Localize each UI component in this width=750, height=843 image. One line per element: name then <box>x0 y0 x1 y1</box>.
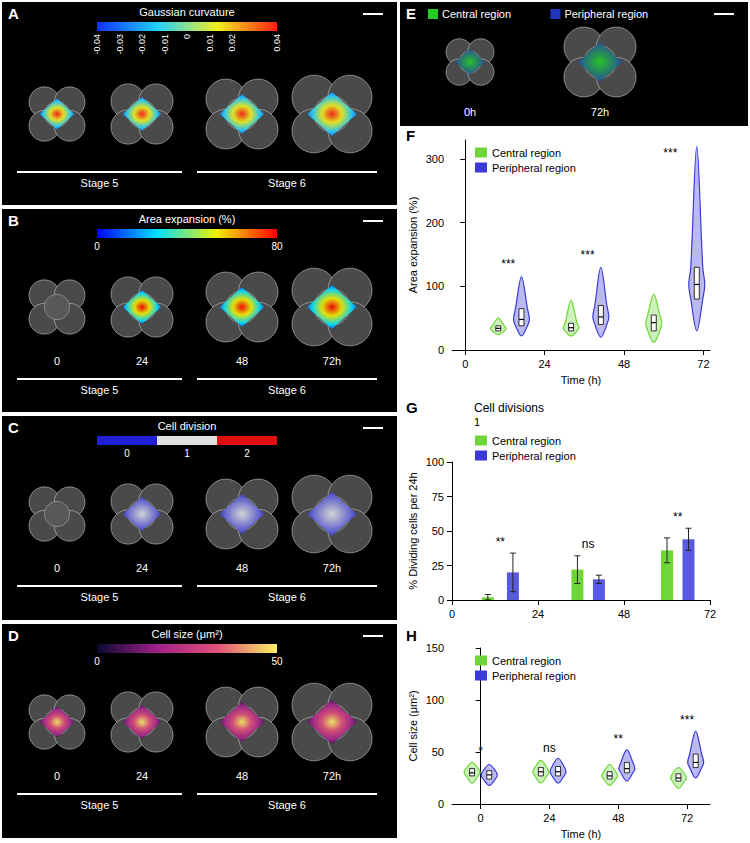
svg-text:-0.02: -0.02 <box>137 34 147 55</box>
svg-text:Stage 5: Stage 5 <box>81 591 119 603</box>
svg-text:24: 24 <box>136 770 148 782</box>
svg-text:**: ** <box>614 732 624 746</box>
svg-text:300: 300 <box>426 153 444 165</box>
svg-text:Cell size (μm²): Cell size (μm²) <box>151 628 222 640</box>
svg-text:Stage 6: Stage 6 <box>268 799 306 811</box>
svg-text:Cell size (μm²): Cell size (μm²) <box>407 690 419 761</box>
svg-text:F: F <box>406 127 415 144</box>
svg-text:24: 24 <box>136 355 148 367</box>
svg-text:***: *** <box>581 248 595 262</box>
svg-text:Cell divisions: Cell divisions <box>474 401 544 415</box>
svg-text:48: 48 <box>618 358 630 370</box>
svg-text:1: 1 <box>474 416 480 428</box>
svg-text:0: 0 <box>462 358 468 370</box>
svg-text:0: 0 <box>54 770 60 782</box>
svg-text:0: 0 <box>478 812 484 824</box>
svg-text:1: 1 <box>184 448 190 459</box>
svg-text:Gaussian curvature: Gaussian curvature <box>139 6 234 18</box>
svg-text:ns: ns <box>543 741 556 755</box>
svg-text:Area expansion (%): Area expansion (%) <box>407 197 419 294</box>
svg-text:**: ** <box>673 510 683 524</box>
svg-text:72: 72 <box>697 358 709 370</box>
svg-text:0: 0 <box>94 241 100 252</box>
svg-text:0: 0 <box>182 34 192 39</box>
svg-text:72: 72 <box>681 812 693 824</box>
svg-text:Peripheral region: Peripheral region <box>492 162 576 174</box>
svg-text:80: 80 <box>271 241 283 252</box>
svg-text:Stage 5: Stage 5 <box>81 384 119 396</box>
svg-text:50: 50 <box>432 525 444 537</box>
svg-text:50: 50 <box>271 656 283 667</box>
svg-text:24: 24 <box>532 608 544 620</box>
svg-text:C: C <box>8 419 19 436</box>
svg-text:0: 0 <box>438 594 444 606</box>
svg-text:A: A <box>8 5 19 22</box>
svg-text:25: 25 <box>432 560 444 572</box>
svg-text:-0.03: -0.03 <box>115 34 125 55</box>
svg-text:24: 24 <box>543 812 555 824</box>
svg-text:G: G <box>406 399 418 416</box>
svg-text:-0.04: -0.04 <box>92 34 102 55</box>
svg-text:Area expansion (%): Area expansion (%) <box>139 213 236 225</box>
svg-text:72h: 72h <box>323 562 341 574</box>
svg-text:Time (h): Time (h) <box>561 374 602 386</box>
svg-text:Peripheral region: Peripheral region <box>492 670 576 682</box>
svg-text:72h: 72h <box>591 106 609 118</box>
svg-text:0: 0 <box>54 562 60 574</box>
svg-text:75: 75 <box>432 491 444 503</box>
svg-text:% Dividing cells per 24h: % Dividing cells per 24h <box>407 472 419 589</box>
svg-text:48: 48 <box>236 770 248 782</box>
svg-text:***: *** <box>663 146 677 160</box>
svg-text:***: *** <box>680 713 694 727</box>
svg-text:Central region: Central region <box>492 147 561 159</box>
svg-text:Stage 5: Stage 5 <box>81 799 119 811</box>
svg-text:0: 0 <box>94 656 100 667</box>
svg-text:72h: 72h <box>323 355 341 367</box>
svg-text:E: E <box>406 5 416 22</box>
svg-text:0.01: 0.01 <box>205 34 215 52</box>
svg-text:0h: 0h <box>464 106 476 118</box>
svg-text:100: 100 <box>426 280 444 292</box>
svg-text:Peripheral region: Peripheral region <box>492 450 576 462</box>
svg-text:Stage 6: Stage 6 <box>268 177 306 189</box>
svg-text:48: 48 <box>618 608 630 620</box>
svg-text:50: 50 <box>432 746 444 758</box>
svg-text:200: 200 <box>426 217 444 229</box>
svg-text:0: 0 <box>449 608 455 620</box>
svg-text:Cell division: Cell division <box>158 420 217 432</box>
svg-text:Stage 6: Stage 6 <box>268 591 306 603</box>
svg-text:**: ** <box>496 535 506 549</box>
svg-text:72: 72 <box>704 608 716 620</box>
svg-text:0.02: 0.02 <box>227 34 237 52</box>
svg-text:Peripheral region: Peripheral region <box>564 8 648 20</box>
svg-text:0: 0 <box>438 798 444 810</box>
svg-text:100: 100 <box>426 694 444 706</box>
svg-text:ns: ns <box>582 537 595 551</box>
svg-text:48: 48 <box>236 355 248 367</box>
svg-text:*: * <box>478 744 483 758</box>
svg-text:H: H <box>406 627 417 644</box>
svg-text:0: 0 <box>124 448 130 459</box>
svg-text:150: 150 <box>426 642 444 654</box>
svg-text:72h: 72h <box>323 770 341 782</box>
svg-text:0.04: 0.04 <box>272 34 282 52</box>
svg-text:2: 2 <box>244 448 250 459</box>
svg-text:100: 100 <box>426 456 444 468</box>
svg-text:Stage 6: Stage 6 <box>268 384 306 396</box>
svg-text:48: 48 <box>612 812 624 824</box>
svg-text:-0.01: -0.01 <box>160 34 170 55</box>
svg-text:***: *** <box>501 257 515 271</box>
svg-text:Central region: Central region <box>492 655 561 667</box>
svg-text:Central region: Central region <box>442 8 511 20</box>
svg-text:Central region: Central region <box>492 435 561 447</box>
svg-text:B: B <box>8 212 19 229</box>
svg-text:D: D <box>8 627 19 644</box>
svg-text:Time (h): Time (h) <box>561 828 602 840</box>
svg-text:24: 24 <box>136 562 148 574</box>
svg-text:48: 48 <box>236 562 248 574</box>
svg-text:24: 24 <box>538 358 550 370</box>
svg-text:Stage 5: Stage 5 <box>81 177 119 189</box>
svg-text:0: 0 <box>438 344 444 356</box>
svg-text:0: 0 <box>54 355 60 367</box>
